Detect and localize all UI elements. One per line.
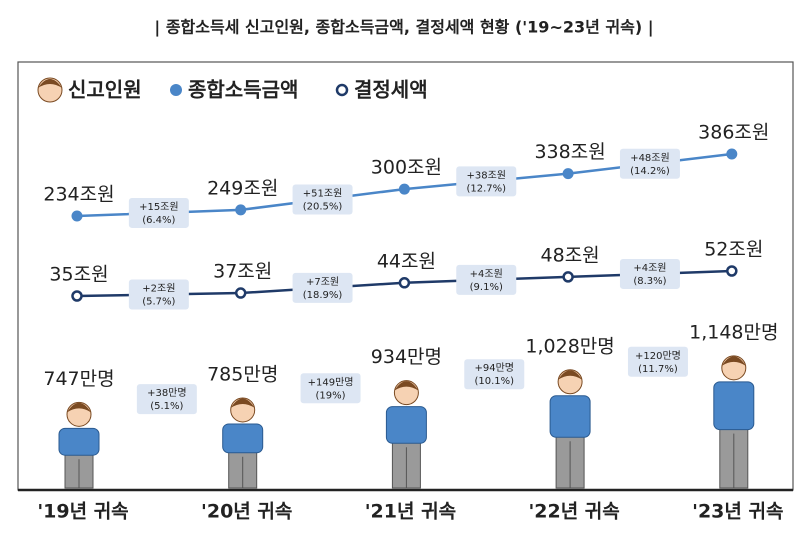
person-hair <box>67 402 91 413</box>
change-box <box>300 373 361 404</box>
point <box>398 183 410 195</box>
change-box <box>627 346 688 377</box>
change-box <box>619 148 680 179</box>
change-box <box>136 384 197 415</box>
point <box>726 148 738 160</box>
change-box <box>292 272 353 303</box>
person-torso <box>222 423 264 454</box>
value-label: 249조원 <box>207 177 278 199</box>
point <box>398 277 411 289</box>
legend-label: 결정세액 <box>354 78 428 102</box>
value-label: 37조원 <box>213 261 272 283</box>
legend-label: 신고인원 <box>68 78 142 102</box>
person-hair <box>230 398 255 408</box>
person-hair <box>721 356 746 366</box>
value-label: 35조원 <box>49 264 108 286</box>
legend-hair <box>38 79 62 88</box>
value-label: 1,028만명 <box>525 335 614 357</box>
change-rate: (14.2%) <box>630 166 670 177</box>
point <box>71 210 83 222</box>
change-amount: +38만명 <box>147 387 187 399</box>
change-rate: (6.4%) <box>142 215 175 226</box>
x-tick-label: '19년 귀속 <box>37 501 128 523</box>
point <box>235 204 247 216</box>
person <box>713 355 755 489</box>
legend-marker <box>170 84 182 96</box>
change-rate: (20.5%) <box>303 201 343 212</box>
change-box <box>456 166 517 197</box>
change-amount: +51조원 <box>303 187 343 199</box>
value-label: 386조원 <box>698 122 769 144</box>
value-label: 44조원 <box>377 250 436 272</box>
change-rate: (10.1%) <box>474 376 514 387</box>
change-rate: (5.7%) <box>142 297 175 308</box>
change-rate: (8.3%) <box>633 276 666 287</box>
value-label: 234조원 <box>43 184 114 206</box>
change-amount: +94만명 <box>474 362 514 374</box>
change-rate: (11.7%) <box>638 364 678 375</box>
point <box>726 265 738 277</box>
change-rate: (12.7%) <box>466 183 506 194</box>
person-hair <box>394 381 419 391</box>
point <box>234 287 247 299</box>
person <box>58 401 100 489</box>
point <box>71 290 83 302</box>
change-box <box>456 264 517 295</box>
change-rate: (5.1%) <box>150 401 183 412</box>
person-torso <box>713 381 755 431</box>
value-label: 52조원 <box>704 239 763 261</box>
person <box>222 397 264 489</box>
change-rate: (18.9%) <box>303 290 343 301</box>
change-amount: +2조원 <box>142 283 175 295</box>
value-label: 934만명 <box>371 346 442 368</box>
x-tick-label: '21년 귀속 <box>365 501 456 523</box>
value-label: 747만명 <box>43 368 114 390</box>
change-box <box>128 197 189 228</box>
change-amount: +7조원 <box>306 276 339 288</box>
person <box>385 380 427 489</box>
change-amount: +15조원 <box>139 201 179 213</box>
legend-label: 종합소득금액 <box>188 78 298 102</box>
change-amount: +4조원 <box>470 268 503 280</box>
change-rate: (9.1%) <box>470 282 503 293</box>
point <box>562 271 574 283</box>
legend-marker <box>335 83 349 97</box>
change-amount: +4조원 <box>633 262 666 274</box>
chart-title: | 종합소득세 신고인원, 종합소득금액, 결정세액 현황 ('19~23년 귀… <box>154 18 653 38</box>
value-label: 785만명 <box>207 363 278 385</box>
change-amount: +38조원 <box>466 169 506 181</box>
change-box <box>619 258 680 289</box>
change-rate: (19%) <box>316 390 346 401</box>
x-tick-label: '22년 귀속 <box>528 501 619 523</box>
change-box <box>464 359 525 390</box>
x-tick-label: '20년 귀속 <box>201 501 292 523</box>
person-hair <box>558 370 583 380</box>
value-label: 1,148만명 <box>689 321 778 343</box>
change-box <box>128 279 189 310</box>
legend: 신고인원 종합소득금액 결정세액 <box>37 77 428 103</box>
person-torso <box>58 427 100 456</box>
person-torso <box>549 395 591 438</box>
person <box>549 369 591 489</box>
change-amount: +48조원 <box>630 152 670 164</box>
point <box>562 168 574 180</box>
change-amount: +149만명 <box>308 376 354 388</box>
value-label: 338조원 <box>534 141 605 163</box>
person-torso <box>385 406 427 444</box>
value-label: 300조원 <box>371 157 442 179</box>
x-tick-label: '23년 귀속 <box>692 501 783 523</box>
change-amount: +120만명 <box>635 350 681 362</box>
value-label: 48조원 <box>541 244 600 266</box>
change-box <box>292 184 353 215</box>
